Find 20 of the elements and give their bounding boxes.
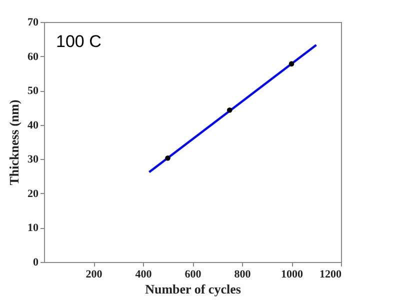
x-tick-label: 400 <box>135 268 152 280</box>
x-axis-title: Number of cycles <box>145 282 241 296</box>
y-tick-label: 30 <box>28 154 39 166</box>
y-tick-label: 60 <box>28 50 39 63</box>
y-tick-label: 20 <box>28 188 39 200</box>
x-tick-label: 800 <box>234 268 252 280</box>
x-tick-label: 1000 <box>281 268 304 280</box>
y-tick-label: 10 <box>28 222 39 234</box>
y-axis-title: Thickness (nm) <box>6 100 22 186</box>
y-tick-label: 50 <box>28 85 39 98</box>
point <box>288 61 294 66</box>
x-tick-label: 600 <box>184 268 202 280</box>
y-tick-label: 40 <box>28 119 39 132</box>
y-tick-label: 70 <box>28 16 39 28</box>
x-tick-label: 1200 <box>320 268 342 280</box>
annotation: 100 C <box>56 32 102 51</box>
x-tick-label: 200 <box>86 268 103 280</box>
point <box>226 107 232 113</box>
point <box>165 155 170 161</box>
y-tick-label: 0 <box>33 256 39 268</box>
